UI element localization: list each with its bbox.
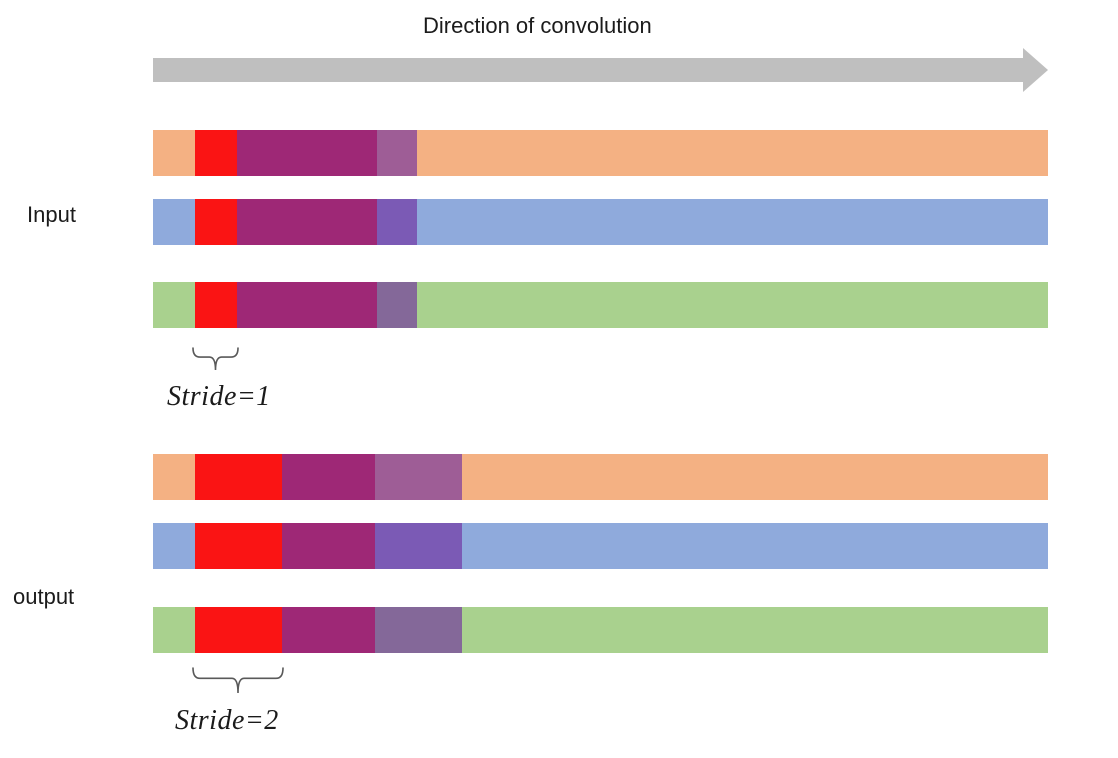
arrow-body — [153, 58, 1023, 82]
input-segment-purple — [377, 282, 417, 328]
output-segment-red — [195, 454, 282, 500]
output-group-label: output — [13, 584, 75, 609]
input-bar-channel-3 — [153, 282, 1048, 328]
output-segment-magenta — [282, 607, 375, 653]
input-segment-purple — [377, 130, 417, 176]
output-segment-red — [195, 607, 282, 653]
output-bar-channel-2 — [153, 523, 1048, 569]
input-segment-magenta — [237, 199, 377, 245]
diagram-title: Direction of convolution — [423, 13, 652, 38]
output-segment-magenta — [282, 454, 375, 500]
input-segment-red — [195, 130, 237, 176]
output-bar-channel-1 — [153, 454, 1048, 500]
output-segment-purple — [375, 523, 462, 569]
input-group-label: Input — [27, 202, 76, 227]
output-segment-magenta — [282, 523, 375, 569]
output-segment-purple — [375, 454, 462, 500]
input-segment-magenta — [237, 282, 377, 328]
input-segment-purple — [377, 199, 417, 245]
output-segment-purple — [375, 607, 462, 653]
stride-2-label: Stride=2 — [175, 705, 279, 736]
input-segment-red — [195, 199, 237, 245]
input-segment-red — [195, 282, 237, 328]
stride-2-brace-icon — [192, 667, 284, 694]
arrow-head-icon — [1023, 48, 1048, 92]
stride-1-brace-icon — [192, 347, 239, 371]
output-segment-red — [195, 523, 282, 569]
input-segment-magenta — [237, 130, 377, 176]
input-bar-channel-1 — [153, 130, 1048, 176]
output-bar-channel-3 — [153, 607, 1048, 653]
input-bar-channel-2 — [153, 199, 1048, 245]
stride-1-label: Stride=1 — [167, 381, 271, 412]
